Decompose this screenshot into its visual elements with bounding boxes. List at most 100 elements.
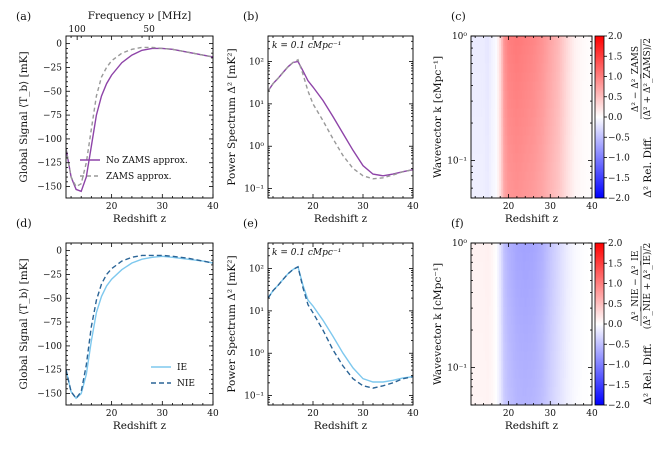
heatmap-cell xyxy=(545,342,549,352)
heatmap-cell xyxy=(577,108,581,118)
heatmap-cell xyxy=(545,153,549,163)
heatmap-cell xyxy=(501,135,504,145)
heatmap-cell xyxy=(551,108,555,118)
heatmap-cell xyxy=(587,288,591,298)
heatmap-cell xyxy=(581,261,585,271)
heatmap-cell xyxy=(481,108,484,118)
heatmap-cell xyxy=(491,81,494,91)
heatmap-cell xyxy=(565,333,569,343)
heatmap-cell xyxy=(533,36,536,46)
x-tick-label-a-20: 20 xyxy=(106,202,118,212)
heatmap-cell xyxy=(587,306,591,316)
heatmap-cell xyxy=(543,36,547,46)
heatmap-cell xyxy=(485,261,488,271)
heatmap-cell xyxy=(543,369,547,379)
heatmap-cell xyxy=(583,342,587,352)
heatmap-cell xyxy=(581,351,585,361)
heatmap-cell xyxy=(527,63,530,73)
heatmap-cell xyxy=(573,387,577,397)
heatmap-cell xyxy=(545,189,549,199)
heatmap-cell xyxy=(533,54,536,64)
heatmap-cell xyxy=(545,315,549,325)
heatmap-cell xyxy=(511,54,514,64)
heatmap-cell xyxy=(577,36,581,46)
heatmap-cell xyxy=(473,360,476,370)
panel-label-a: (a) xyxy=(16,10,31,23)
heatmap-cell xyxy=(569,270,573,280)
heatmap-cell xyxy=(567,387,571,397)
heatmap-cell xyxy=(579,279,583,289)
heatmap-cell xyxy=(491,369,494,379)
heatmap-cell xyxy=(557,180,561,190)
heatmap-cell xyxy=(539,180,542,190)
heatmap-cell xyxy=(571,153,575,163)
heatmap-cell xyxy=(569,36,573,46)
y-tick-label-d-3: −75 xyxy=(43,318,62,328)
heatmap-cell xyxy=(581,315,585,325)
heatmap-cell xyxy=(549,342,553,352)
colorbar-tick-label-f-0: 2.0 xyxy=(608,239,623,249)
heatmap-cell xyxy=(491,135,494,145)
heatmap-cell xyxy=(471,297,474,307)
heatmap-cell xyxy=(509,369,512,379)
heatmap-cell xyxy=(501,144,504,154)
heatmap-cell xyxy=(535,171,538,181)
heatmap-cell xyxy=(507,171,510,181)
heatmap-cell xyxy=(581,378,585,388)
heatmap-cell xyxy=(539,306,542,316)
heatmap-cell xyxy=(495,387,498,397)
heatmap-cell xyxy=(559,153,563,163)
heatmap-cell xyxy=(523,99,526,109)
heatmap-cell xyxy=(553,360,557,370)
heatmap-cell xyxy=(525,306,528,316)
heatmap-cell xyxy=(545,351,549,361)
heatmap-cell xyxy=(485,153,488,163)
heatmap-cell xyxy=(531,72,534,82)
heatmap-cell xyxy=(571,90,575,100)
heatmap-cell xyxy=(491,333,494,343)
heatmap-cell xyxy=(541,54,544,64)
heatmap-cell xyxy=(471,180,474,190)
heatmap-cell xyxy=(537,342,540,352)
heatmap-cell xyxy=(483,288,486,298)
heatmap-cell xyxy=(519,261,522,271)
heatmap-cell xyxy=(477,90,480,100)
heatmap-cell xyxy=(557,135,561,145)
heatmap-cell xyxy=(493,252,496,262)
heatmap-cell xyxy=(545,243,549,253)
y-tick-label-d-5: −125 xyxy=(37,366,62,376)
heatmap-cell xyxy=(567,252,571,262)
heatmap-cell xyxy=(517,261,520,271)
heatmap-cell xyxy=(473,279,476,289)
heatmap-cell xyxy=(499,378,502,388)
heatmap-cell xyxy=(503,315,506,325)
heatmap-cell xyxy=(527,288,530,298)
heatmap-cell xyxy=(535,108,538,118)
heatmap-cell xyxy=(499,90,502,100)
heatmap-cell xyxy=(547,117,551,127)
heatmap-cell xyxy=(525,81,528,91)
heatmap-cell xyxy=(503,36,506,46)
heatmap-cell xyxy=(571,252,575,262)
heatmap-cell xyxy=(537,63,540,73)
heatmap-cell xyxy=(489,180,492,190)
heatmap-cell xyxy=(581,243,585,253)
heatmap-cell xyxy=(587,45,591,55)
heatmap-cell xyxy=(551,72,555,82)
heatmap-cell xyxy=(497,351,500,361)
heatmap-cell xyxy=(501,243,504,253)
heatmap-cell xyxy=(519,45,522,55)
heatmap-cell xyxy=(479,108,482,118)
heatmap-cell xyxy=(559,315,563,325)
heatmap-cell xyxy=(523,387,526,397)
heatmap-cell xyxy=(551,324,555,334)
heatmap-cell xyxy=(535,369,538,379)
heatmap-cell xyxy=(529,81,532,91)
heatmap-cell xyxy=(551,54,555,64)
heatmap-cell xyxy=(565,45,569,55)
heatmap-cell xyxy=(581,72,585,82)
heatmap-cell xyxy=(543,162,547,172)
heatmap-cell xyxy=(571,126,575,136)
heatmap-cell xyxy=(519,342,522,352)
